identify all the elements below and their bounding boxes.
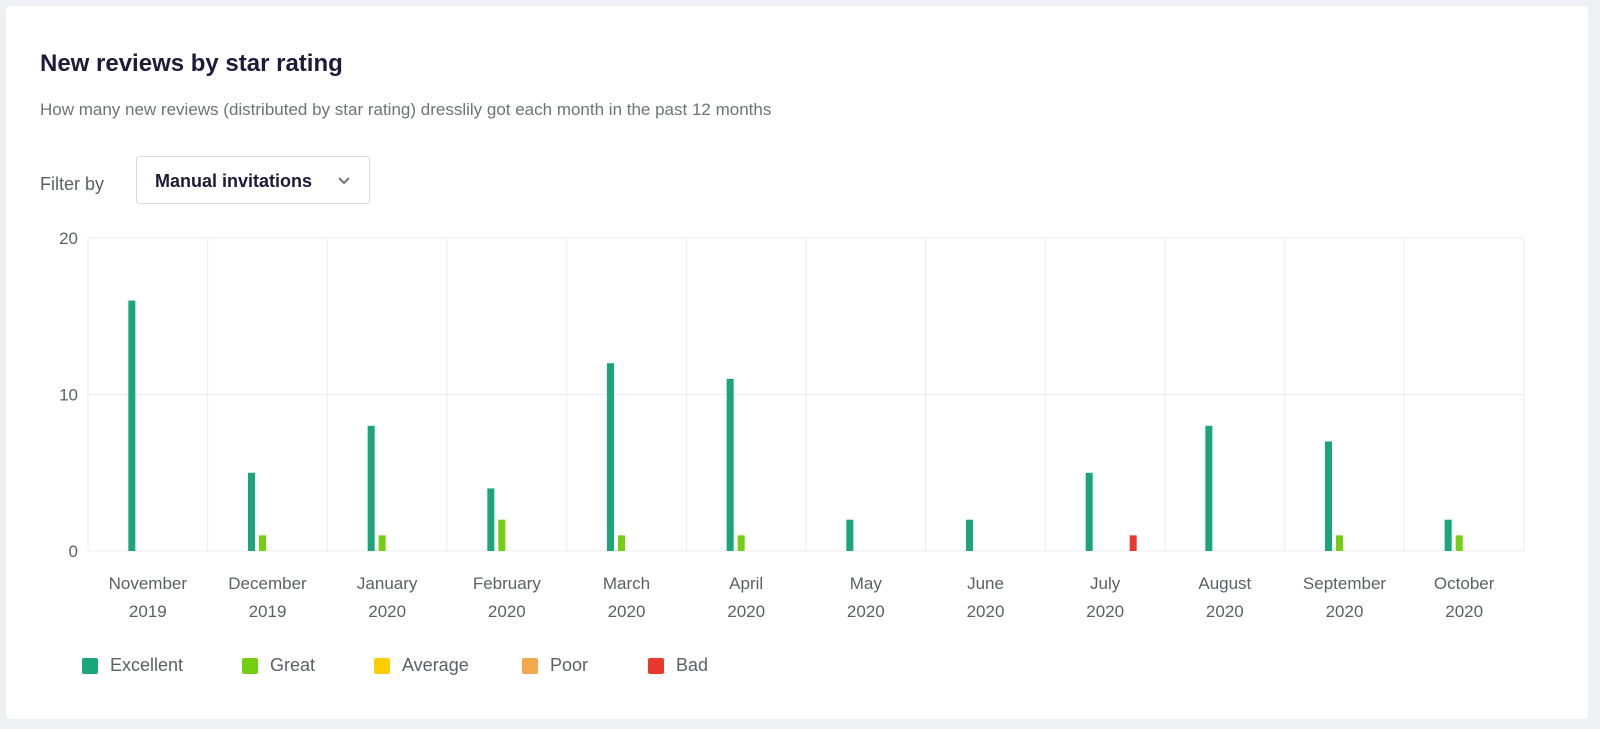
x-tick-label: 2020 <box>368 602 406 621</box>
legend-swatch <box>82 658 98 674</box>
x-tick-label: May <box>850 574 883 593</box>
bar-excellent <box>367 425 375 551</box>
chevron-down-icon <box>338 177 350 185</box>
bar-excellent <box>1085 472 1093 551</box>
card-subtitle: How many new reviews (distributed by sta… <box>40 100 772 119</box>
y-tick-label: 0 <box>69 542 78 561</box>
x-tick-label: 2020 <box>727 602 765 621</box>
bar-excellent <box>607 363 614 551</box>
bar-excellent <box>487 488 495 551</box>
bar-great <box>259 535 266 551</box>
x-tick-label: February <box>473 574 542 593</box>
bar-excellent <box>726 378 734 551</box>
bar-great <box>1336 535 1343 551</box>
x-tick-label: March <box>603 574 650 593</box>
legend-swatch <box>242 658 258 674</box>
x-tick-label: 2020 <box>1326 602 1364 621</box>
x-tick-label: August <box>1198 574 1251 593</box>
legend-label: Poor <box>550 655 589 675</box>
filter-dropdown[interactable]: Manual invitations <box>136 156 370 204</box>
filter-label: Filter by <box>40 174 105 194</box>
x-tick-label: 2020 <box>967 602 1005 621</box>
x-tick-label: 2020 <box>1206 602 1244 621</box>
legend-swatch <box>648 658 664 674</box>
bar-great <box>498 519 506 551</box>
bar-excellent <box>1444 519 1452 551</box>
bar-great <box>1455 535 1463 551</box>
x-tick-label: 2019 <box>249 602 287 621</box>
bar-great <box>618 535 625 551</box>
bar-bad <box>1129 535 1137 551</box>
x-tick-label: 2020 <box>608 602 646 621</box>
legend-label: Bad <box>676 655 709 675</box>
x-tick-label: 2020 <box>1086 602 1124 621</box>
bar-excellent <box>966 519 973 551</box>
x-tick-label: October <box>1434 574 1495 593</box>
bar-excellent <box>128 300 136 551</box>
legend-label: Excellent <box>110 655 184 675</box>
y-tick-label: 10 <box>59 386 78 405</box>
x-tick-label: January <box>357 574 418 593</box>
x-tick-label: November <box>109 574 188 593</box>
legend-swatch <box>374 658 390 674</box>
x-tick-label: July <box>1090 574 1121 593</box>
bar-great <box>737 535 745 551</box>
y-tick-label: 20 <box>59 229 78 248</box>
bar-excellent <box>1205 425 1213 551</box>
bar-excellent <box>846 519 854 551</box>
star-rating-chart: 0 10 20 November 2019 December 2019 January 2020… <box>59 229 1525 621</box>
legend-label: Average <box>402 655 469 675</box>
legend-label: Great <box>270 655 316 675</box>
reviews-card: New reviews by star rating How many new … <box>6 6 1588 719</box>
x-tick-label: June <box>967 574 1004 593</box>
legend-swatch <box>522 658 538 674</box>
x-tick-label: December <box>228 574 307 593</box>
x-tick-label: 2020 <box>488 602 526 621</box>
bar-excellent <box>248 472 255 551</box>
bar-excellent <box>1325 441 1332 551</box>
x-tick-label: 2019 <box>129 602 167 621</box>
x-tick-label: 2020 <box>1445 602 1483 621</box>
filter-selected-value: Manual invitations <box>155 171 313 191</box>
x-tick-label: 2020 <box>847 602 885 621</box>
x-tick-label: April <box>729 574 763 593</box>
x-tick-label: September <box>1303 574 1386 593</box>
bar-great <box>378 535 386 551</box>
card-title: New reviews by star rating <box>40 50 343 77</box>
